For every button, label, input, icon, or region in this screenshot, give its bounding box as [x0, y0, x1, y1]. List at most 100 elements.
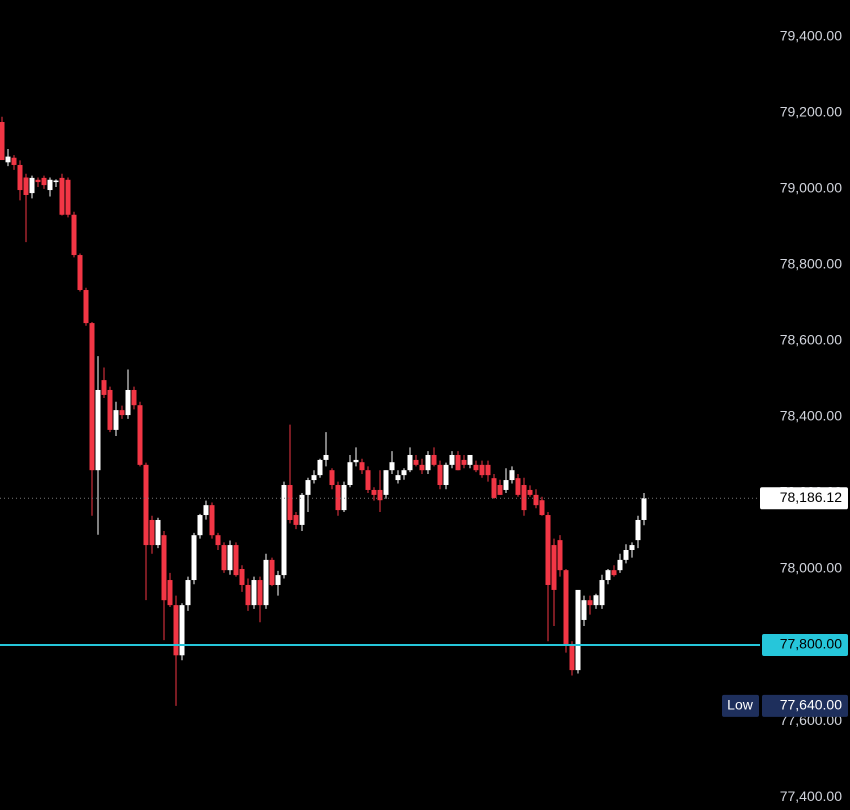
- candle-body: [587, 600, 593, 606]
- candle-body: [0, 122, 5, 161]
- candle-body: [317, 459, 323, 476]
- candle-body: [533, 494, 539, 506]
- candle-body: [353, 459, 359, 463]
- candle-body: [161, 535, 167, 601]
- candle-body: [221, 545, 227, 571]
- candle-body: [443, 464, 449, 486]
- candle-body: [77, 255, 83, 291]
- low-tag: Low: [727, 697, 754, 713]
- candle-body: [551, 545, 557, 590]
- candle-body: [293, 515, 299, 525]
- candle-body: [557, 540, 563, 571]
- candle-body: [491, 478, 497, 498]
- last-price-label: 78,186.12: [780, 489, 842, 505]
- candle-body: [251, 580, 257, 606]
- candle-body: [599, 580, 605, 606]
- candle-body: [347, 462, 353, 486]
- candle-body: [509, 470, 515, 481]
- candle-body: [5, 156, 11, 163]
- candle-body: [569, 645, 575, 671]
- candle-body: [389, 462, 395, 471]
- candle-body: [215, 535, 221, 546]
- y-tick-label: 78,800.00: [780, 256, 842, 272]
- candle-body: [635, 519, 641, 541]
- candle-body: [335, 485, 341, 511]
- candle-body: [545, 515, 551, 585]
- candle-body: [119, 410, 125, 416]
- candle-body: [407, 454, 413, 471]
- candle-body: [449, 454, 455, 465]
- candle-body: [29, 177, 35, 194]
- candle-body: [65, 179, 71, 215]
- candle-body: [401, 470, 407, 476]
- candle-body: [257, 580, 263, 606]
- candle-body: [617, 559, 623, 571]
- candle-body: [611, 570, 617, 576]
- candle-body: [467, 454, 473, 465]
- candle-body: [341, 485, 347, 511]
- last-price-badge: [760, 487, 848, 510]
- candle-body: [521, 485, 527, 511]
- candle-body: [503, 480, 509, 490]
- candle-body: [455, 454, 461, 471]
- candle-body: [437, 464, 443, 486]
- candle-body: [605, 570, 611, 581]
- candle-body: [269, 559, 275, 585]
- candle-body: [41, 177, 47, 186]
- low-tag-badge: [722, 694, 759, 717]
- candle-body: [17, 164, 23, 191]
- candle-body: [149, 519, 155, 546]
- candle-body: [581, 600, 587, 620]
- candle-body: [113, 410, 119, 430]
- candle-body: [131, 389, 137, 406]
- candle-body: [359, 462, 365, 471]
- candle-body: [395, 475, 401, 481]
- candle-body: [539, 500, 545, 516]
- candle-body: [629, 545, 635, 551]
- candle-body: [167, 580, 173, 606]
- candle-body: [281, 485, 287, 576]
- y-tick-label: 79,000.00: [780, 180, 842, 196]
- candle-body: [143, 464, 149, 546]
- low-value-label: 77,640.00: [780, 697, 842, 713]
- y-tick-label: 77,400.00: [780, 788, 842, 804]
- candle-body: [299, 494, 305, 525]
- candle-body: [623, 550, 629, 560]
- candle-body: [233, 545, 239, 576]
- candle-body: [11, 157, 17, 165]
- candle-body: [263, 559, 269, 606]
- candle-body: [473, 464, 479, 471]
- candle-body: [185, 580, 191, 606]
- candle-body: [203, 505, 209, 516]
- candle-body: [227, 545, 233, 571]
- y-tick-label: 78,000.00: [780, 560, 842, 576]
- candle-body: [107, 389, 113, 430]
- candle-body: [191, 535, 197, 581]
- candle-body: [413, 459, 419, 465]
- candle-body: [155, 519, 161, 546]
- candle-body: [461, 459, 467, 465]
- candle-body: [641, 498, 647, 520]
- candle-body: [311, 475, 317, 481]
- candle-body: [593, 595, 599, 606]
- y-tick-label: 79,400.00: [780, 28, 842, 44]
- candle-body: [209, 505, 215, 536]
- candle-body: [71, 214, 77, 256]
- horizontal-line-badge: [762, 634, 848, 657]
- candle-body: [575, 589, 581, 671]
- candle-body: [377, 489, 383, 501]
- candle-body: [101, 380, 107, 395]
- candle-body: [323, 454, 329, 460]
- candle-body: [287, 485, 293, 520]
- candle-body: [35, 179, 41, 183]
- candle-body: [365, 470, 371, 490]
- candle-body: [527, 489, 533, 495]
- candle-body: [497, 485, 503, 495]
- candle-body: [59, 177, 65, 215]
- y-tick-label: 79,200.00: [780, 104, 842, 120]
- candle-body: [137, 405, 143, 465]
- candle-body: [383, 470, 389, 495]
- candle-body: [53, 180, 59, 183]
